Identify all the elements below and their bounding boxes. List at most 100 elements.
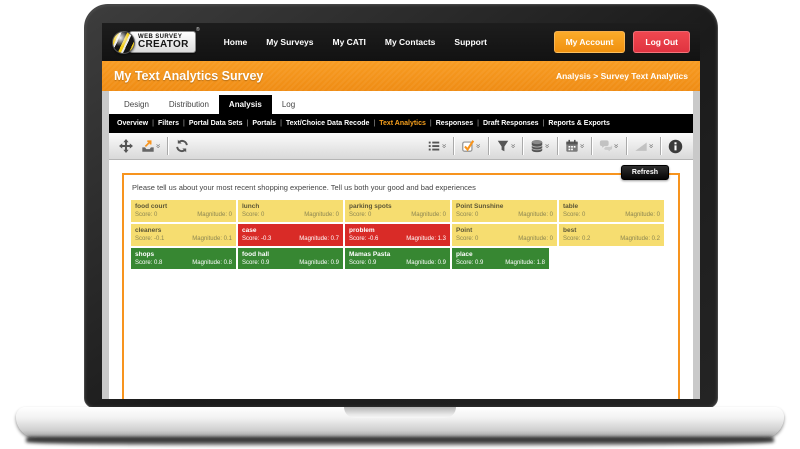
tag-mamas-pasta[interactable]: Mamas Pasta Score: 0.9 Magnitude: 0.9: [345, 247, 450, 270]
tab-distribution[interactable]: Distribution: [168, 100, 209, 109]
tag-label: lunch: [242, 203, 260, 210]
database-icon: [530, 139, 544, 153]
nav-link-my-surveys[interactable]: My Surveys: [266, 37, 314, 47]
web-survey-creator-app: WEB SURVEY CREATOR ® Home My Surveys My CA…: [102, 23, 700, 399]
tag-stats: Score: 0.9 Magnitude: 0.9: [349, 259, 446, 267]
list-tool-button[interactable]: »: [423, 139, 450, 153]
tag-point[interactable]: Point Score: 0 Magnitude: 0: [452, 223, 557, 246]
nav-link-my-cati[interactable]: My CATI: [332, 37, 366, 47]
comments-tool-button: »: [595, 139, 622, 153]
toolbar-separator: [167, 137, 169, 155]
tag-score: Score: 0: [563, 212, 586, 219]
toolbar-separator: [556, 137, 558, 155]
nav-link-home[interactable]: Home: [223, 37, 248, 47]
tag-stats: Score: 0 Magnitude: 0: [563, 211, 660, 219]
tag-magnitude: Magnitude: 0.1: [192, 236, 232, 243]
tag-lunch[interactable]: lunch Score: 0 Magnitude: 0: [238, 200, 343, 222]
chart-tool-button: »: [630, 139, 657, 153]
refresh-icon: [175, 139, 189, 153]
tag-label: problem: [349, 226, 375, 234]
toolbar: » » » » » » » »: [109, 133, 693, 160]
tag-label: Point Sunshine: [456, 203, 504, 210]
export-tool-button[interactable]: »: [137, 139, 164, 153]
tag-food-court[interactable]: food court Score: 0 Magnitude: 0: [131, 200, 236, 222]
tag-point-sunshine[interactable]: Point Sunshine Score: 0 Magnitude: 0: [452, 200, 557, 222]
database-tool-button[interactable]: »: [526, 139, 553, 153]
subnav-item-filters[interactable]: Filters: [157, 120, 179, 127]
brand-logo[interactable]: WEB SURVEY CREATOR ®: [112, 28, 200, 54]
comments-icon: [599, 139, 613, 153]
tag-stats: Score: 0 Magnitude: 0: [135, 211, 232, 219]
toolbar-separator: [625, 137, 627, 155]
subnav-item-text-choice-data-recode[interactable]: Text/Choice Data Recode: [285, 120, 370, 127]
filter-tool-button[interactable]: »: [492, 139, 519, 153]
tag-food-hall[interactable]: food hall Score: 0.9 Magnitude: 0.9: [238, 247, 343, 270]
log-out-button[interactable]: Log Out: [633, 31, 690, 53]
subnav-item-overview[interactable]: Overview: [117, 120, 149, 127]
subnav-separator: |: [373, 120, 376, 127]
main-card: Design Distribution Analysis Log Overview | F…: [109, 91, 693, 399]
tag-magnitude: Magnitude: 0.9: [406, 260, 446, 267]
tag-best[interactable]: best Score: 0.2 Magnitude: 0.2: [559, 223, 664, 246]
tag-score: Score: 0: [456, 212, 479, 219]
tag-place[interactable]: place Score: 0.9 Magnitude: 1.8: [452, 247, 549, 270]
subnav-item-text-analytics[interactable]: Text Analytics: [379, 120, 426, 127]
tag-parking-spots[interactable]: parking spots Score: 0 Magnitude: 0: [345, 200, 450, 222]
refresh-tool-button[interactable]: [171, 139, 193, 153]
logo-text-top: WEB SURVEY: [138, 34, 183, 40]
subnav-item-draft-responses[interactable]: Draft Responses: [482, 120, 539, 127]
checkbox-tool-button[interactable]: »: [457, 139, 484, 153]
tag-case[interactable]: case Score: -0.3 Magnitude: 0.7: [238, 223, 343, 246]
export-icon: [141, 139, 155, 153]
tag-magnitude: Magnitude: 0: [304, 212, 339, 219]
subnav-separator: |: [429, 120, 432, 127]
tag-row: food court Score: 0 Magnitude: 0 lunch Score…: [131, 200, 671, 222]
subnav-separator: |: [246, 120, 249, 127]
toolbar-separator: [522, 137, 524, 155]
subnav-separator: |: [542, 120, 545, 127]
tag-label: parking spots: [349, 203, 392, 210]
tag-shops[interactable]: shops Score: 0.8 Magnitude: 0.8: [131, 247, 236, 270]
breadcrumb: Analysis > Survey Text Analytics: [555, 71, 688, 81]
question-text: Please tell us about your most recent sh…: [132, 183, 476, 192]
tab-analysis[interactable]: Analysis: [218, 95, 272, 114]
tag-magnitude: Magnitude: 1.3: [406, 236, 446, 243]
info-tool-button[interactable]: [664, 139, 687, 154]
subnav-item-portals[interactable]: Portals: [252, 120, 277, 127]
move-tool-button[interactable]: [115, 139, 137, 153]
logo-sphere-icon: [112, 30, 135, 54]
nav-link-support[interactable]: Support: [454, 37, 487, 47]
tab-design[interactable]: Design: [124, 100, 149, 109]
tag-score: Score: 0: [456, 236, 479, 243]
toolbar-separator: [487, 137, 489, 155]
tag-magnitude: Magnitude: 0: [625, 212, 660, 219]
subnav-item-reports-exports[interactable]: Reports & Exports: [548, 120, 610, 127]
tag-score: Score: 0.9: [242, 260, 270, 267]
subnav-item-portal-data-sets[interactable]: Portal Data Sets: [188, 120, 243, 127]
tag-table[interactable]: table Score: 0 Magnitude: 0: [559, 200, 664, 222]
my-account-button[interactable]: My Account: [553, 31, 626, 53]
tag-cleaners[interactable]: cleaners Score: -0.1 Magnitude: 0.1: [131, 223, 236, 246]
toolbar-separator: [453, 137, 455, 155]
tag-stats: Score: -0.6 Magnitude: 1.3: [349, 235, 446, 243]
tag-magnitude: Magnitude: 0: [197, 212, 232, 219]
nav-links: Home My Surveys My CATI My Contacts Support: [224, 37, 487, 47]
subnav-item-responses[interactable]: Responses: [435, 120, 474, 127]
laptop-screen-bezel: WEB SURVEY CREATOR ® Home My Surveys My CA…: [84, 4, 718, 408]
tag-score: Score: -0.6: [349, 236, 379, 243]
tab-log[interactable]: Log: [281, 100, 296, 109]
laptop-shadow: [26, 437, 774, 447]
tag-problem[interactable]: problem Score: -0.6 Magnitude: 1.3: [345, 223, 450, 246]
calendar-tool-button[interactable]: »: [561, 139, 588, 153]
tabs-row: Design Distribution Analysis Log: [109, 91, 693, 114]
tag-stats: Score: 0 Magnitude: 0: [349, 211, 446, 219]
refresh-button[interactable]: Refresh: [620, 165, 669, 180]
tag-row: cleaners Score: -0.1 Magnitude: 0.1 case Sco…: [131, 223, 671, 246]
tag-stats: Score: 0 Magnitude: 0: [456, 235, 553, 243]
text-analytics-panel: Refresh Please tell us about your most r…: [109, 160, 693, 399]
nav-link-my-contacts[interactable]: My Contacts: [384, 37, 436, 47]
subnav-separator: |: [280, 120, 282, 127]
chevron-down-icon: »: [474, 143, 484, 149]
chevron-down-icon: »: [508, 143, 518, 149]
tag-stats: Score: 0.9 Magnitude: 0.9: [242, 259, 339, 267]
